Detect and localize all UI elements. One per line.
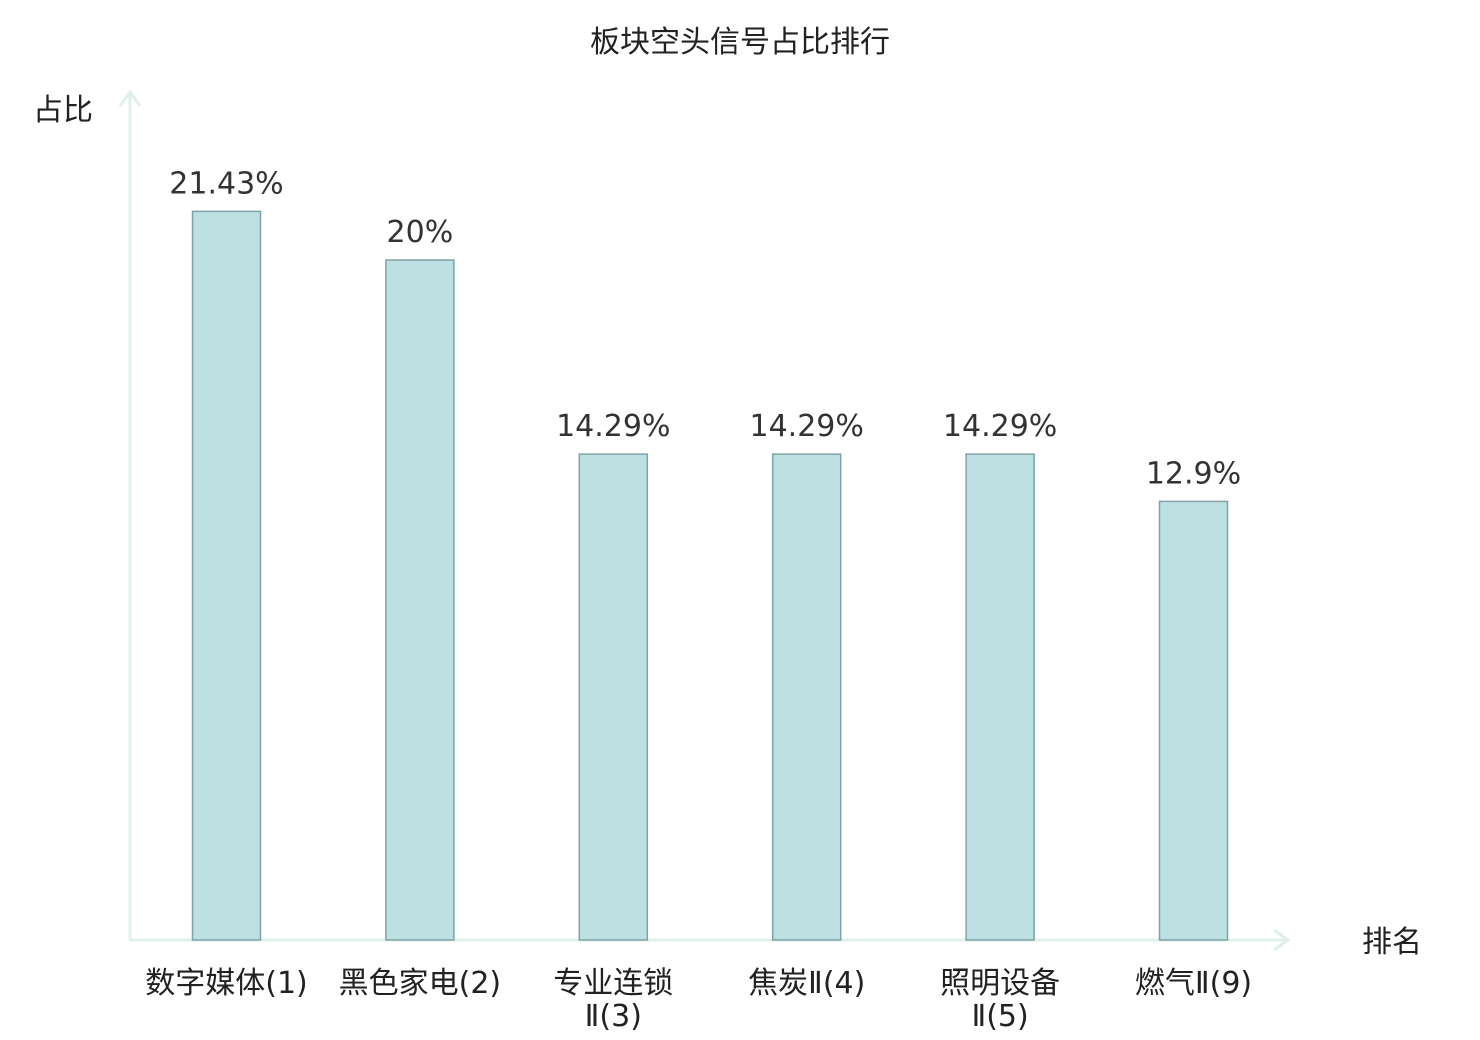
value-label-2: 20% (387, 215, 454, 250)
y-axis-label: 占比 (33, 93, 93, 128)
value-label-6: 12.9% (1146, 456, 1241, 491)
chart-title: 板块空头信号占比排行 (590, 25, 890, 60)
bar-2 (385, 259, 455, 941)
bars-group (191, 210, 1229, 941)
value-labels-group: 21.43% 20% 14.29% 14.29% 14.29% 12.9% (169, 166, 1241, 491)
category-label-6: 燃气Ⅱ(9) (1135, 966, 1252, 1001)
category-label-1: 数字媒体(1) (145, 966, 308, 1001)
value-label-4: 14.29% (750, 409, 864, 444)
bar-6 (1158, 500, 1229, 941)
axes (118, 89, 1291, 952)
bar-3 (578, 453, 649, 941)
category-label-3-line-2: Ⅱ(3) (585, 999, 642, 1034)
category-label-2: 黑色家电(2) (339, 966, 502, 1001)
bar-4 (771, 453, 842, 941)
value-label-1: 21.43% (169, 166, 283, 201)
category-label-5-line-2: Ⅱ(5) (971, 999, 1028, 1034)
category-label-3-line-1: 专业连锁 (553, 966, 673, 1001)
bar-5 (965, 453, 1035, 941)
x-axis-label: 排名 (1362, 925, 1422, 960)
bar-1 (191, 210, 262, 941)
y-axis-arrow (118, 89, 142, 107)
value-label-5: 14.29% (943, 409, 1057, 444)
value-label-3: 14.29% (556, 409, 670, 444)
x-axis-arrow (1273, 928, 1291, 952)
category-label-5-line-1: 照明设备 (940, 966, 1060, 1001)
category-label-4: 焦炭Ⅱ(4) (748, 966, 865, 1001)
